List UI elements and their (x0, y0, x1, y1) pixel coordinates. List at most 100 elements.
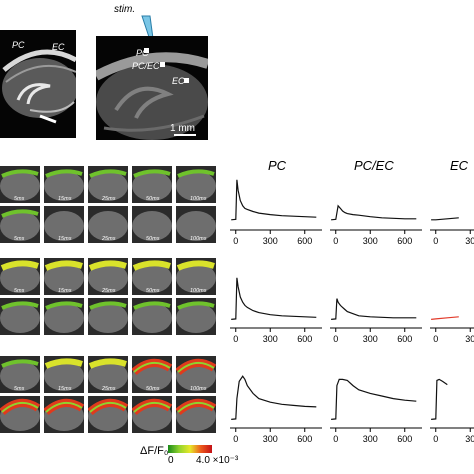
imaging-frame (44, 396, 84, 433)
label-ec-detail: EC (172, 76, 185, 86)
frame-image (132, 301, 172, 333)
imaging-frame: 15ms (44, 206, 84, 243)
imaging-frame: 100ms (176, 356, 216, 393)
stim-label: stim. (114, 4, 136, 15)
frame-image (0, 169, 40, 201)
label-pc: PC (12, 40, 25, 50)
frame-image (0, 209, 40, 241)
frame-image (132, 358, 172, 391)
column-header-pc-ec: PC/EC (354, 158, 394, 173)
imaging-frame: 15ms (44, 166, 84, 203)
imaging-frame: 15ms (44, 258, 84, 295)
frame-time-label: 5ms (14, 196, 25, 202)
column-header-ec: EC (450, 158, 469, 173)
frame-image (0, 301, 40, 333)
frame-time-label: 50ms (146, 386, 160, 392)
trace-tick-label: 0 (333, 334, 338, 344)
trace-tick-label: 0 (333, 236, 338, 246)
trace-tick-label: 0 (233, 236, 238, 246)
frame-image (176, 169, 216, 201)
imaging-frame: 25ms (88, 356, 128, 393)
imaging-frame (176, 298, 216, 335)
trace-tick-label: 600 (297, 236, 312, 246)
label-pc-ec-detail: PC/EC (132, 61, 160, 71)
trace-tick-label: 300 (363, 434, 378, 444)
brain-slice-drawing (2, 49, 76, 124)
imaging-frame: 15ms (44, 356, 84, 393)
trace-line (431, 316, 459, 320)
trace-line (431, 217, 459, 221)
imaging-frame: 50ms (132, 356, 172, 393)
scale-bar (174, 134, 196, 136)
frame-time-label: 15ms (58, 196, 72, 202)
label-ec: EC (52, 42, 65, 52)
imaging-frame: 100ms (176, 206, 216, 243)
frame-time-label: 50ms (146, 288, 160, 294)
imaging-frame (0, 396, 40, 433)
frame-time-label: 100ms (190, 386, 207, 392)
frame-image (44, 301, 84, 333)
trace-tick-label: 300 (363, 334, 378, 344)
trace-tick-label: 0 (333, 434, 338, 444)
frame-image (44, 358, 84, 391)
imaging-frame: 25ms (88, 166, 128, 203)
scale-bar-label: 1 mm (170, 123, 195, 134)
trace-tick-label: 0 (233, 434, 238, 444)
frame-time-label: 25ms (102, 196, 116, 202)
frame-image (88, 169, 128, 201)
label-pc-detail: PC (136, 48, 149, 58)
frame-image (132, 260, 172, 293)
frame-image (176, 398, 216, 431)
frame-time-label: 5ms (14, 386, 25, 392)
imaging-frame (88, 298, 128, 335)
frame-image (176, 358, 216, 391)
marker-pc-ec (160, 62, 165, 67)
imaging-frame: 5ms (0, 258, 40, 295)
frame-image (176, 260, 216, 293)
imaging-frame: 50ms (132, 258, 172, 295)
frame-image (88, 398, 128, 431)
brain-slice-detail: PC PC/EC EC (96, 36, 208, 140)
frame-image (132, 169, 172, 201)
imaging-frame: 50ms (132, 206, 172, 243)
brain-slice-detail-drawing (96, 48, 208, 140)
trace-line (431, 378, 448, 420)
marker-ec (184, 78, 189, 83)
frame-time-label: 100ms (190, 288, 207, 294)
frame-image (176, 211, 216, 241)
frame-time-label: 100ms (190, 236, 207, 242)
imaging-frame: 100ms (176, 166, 216, 203)
trace-tick-label: 600 (397, 334, 412, 344)
trace-tick-label: 600 (297, 334, 312, 344)
trace-tick-label: 0 (233, 334, 238, 344)
imaging-frame (44, 298, 84, 335)
frame-image (44, 260, 84, 293)
imaging-frame (132, 396, 172, 433)
frame-image (132, 211, 172, 241)
marker-pc (144, 48, 149, 53)
frame-image (88, 211, 128, 241)
column-header-pc: PC (268, 158, 287, 173)
frame-time-label: 5ms (14, 236, 25, 242)
imaging-frame: 25ms (88, 258, 128, 295)
frame-image (0, 398, 40, 431)
trace-tick-label: 600 (397, 236, 412, 246)
frame-time-label: 50ms (146, 236, 160, 242)
frame-image (44, 211, 84, 241)
trace-line (331, 378, 417, 420)
trace-tick-label: 600 (297, 434, 312, 444)
trace-line (231, 375, 317, 420)
trace-tick-label: 300 (363, 236, 378, 246)
legend-title: ΔF/F₀ (140, 445, 169, 457)
legend-max: 4.0 ×10⁻³ (196, 455, 239, 466)
frame-image (88, 301, 128, 333)
frame-image (176, 301, 216, 333)
frame-time-label: 25ms (102, 288, 116, 294)
imaging-frame: 25ms (88, 206, 128, 243)
imaging-frame (176, 396, 216, 433)
frame-time-label: 15ms (58, 288, 72, 294)
frame-image (0, 260, 40, 293)
frame-image (88, 260, 128, 293)
frame-image (0, 359, 40, 391)
